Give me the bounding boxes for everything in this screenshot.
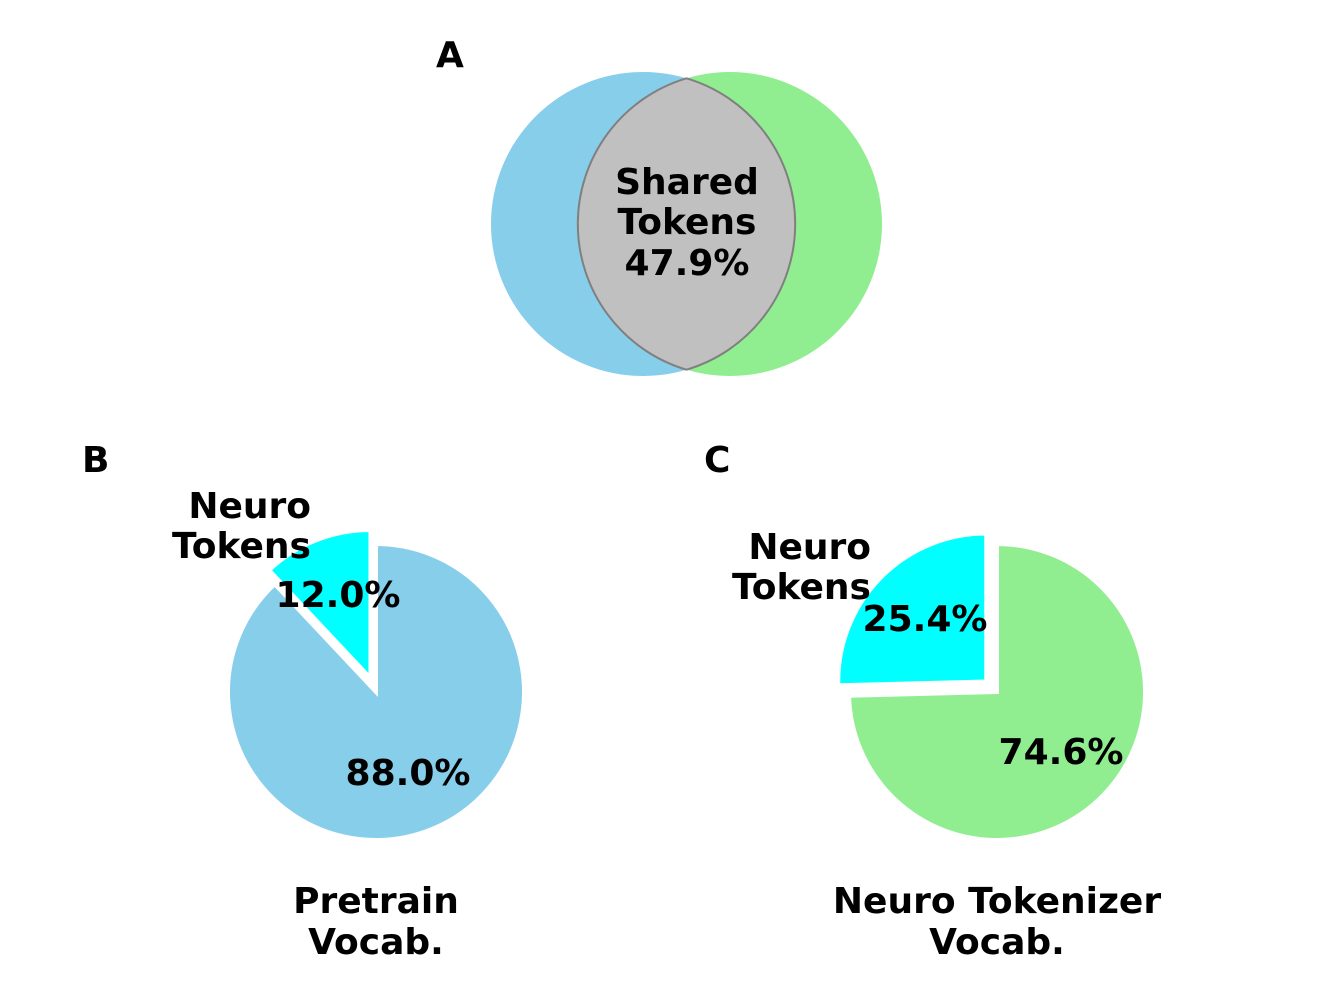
pie-c-title-line-2: Vocab. <box>929 922 1065 963</box>
pie-c-neuro-label-line-2: Tokens <box>732 567 871 608</box>
pie-b-slice-neuro-tokens <box>266 528 373 684</box>
pie-c-main-pct-label: 74.6% <box>999 732 1124 773</box>
panel-letter-b: B <box>82 440 109 481</box>
venn-intersection-label-line-1: Shared <box>615 162 759 203</box>
pie-b-neuro-label-line-1: Neuro <box>188 486 311 527</box>
pie-c-neuro-label-line-1: Neuro <box>748 527 871 568</box>
pie-c-slice-main <box>846 541 1147 842</box>
pie-panel-c: C Neuro Tokens 25.4% 74.6% Neuro Tokeniz… <box>704 440 1161 963</box>
venn-intersection <box>576 77 797 371</box>
pie-c-slice-neuro-tokens <box>836 531 989 688</box>
pie-b-title-line-2: Vocab. <box>308 922 444 963</box>
panel-letter-a: A <box>436 35 464 76</box>
venn-intersection-label-line-3: 47.9% <box>625 243 750 284</box>
pie-b-neuro-label-line-2: Tokens <box>172 526 311 567</box>
pie-b-title-line-1: Pretrain <box>293 881 459 922</box>
venn-intersection-label-line-2: Tokens <box>618 202 757 243</box>
pie-panel-b: B Neuro Tokens 12.0% 88.0% Pretrain Voca… <box>82 440 526 963</box>
pie-c-title-line-1: Neuro Tokenizer <box>833 881 1161 922</box>
pie-c-neuro-pct-label: 25.4% <box>863 599 988 640</box>
pie-b-main-pct-label: 88.0% <box>346 753 471 794</box>
panel-letter-c: C <box>704 440 730 481</box>
venn-panel-a: A Shared Tokens 47.9% <box>436 35 882 376</box>
pie-b-neuro-pct-label: 12.0% <box>276 575 401 616</box>
pie-b-slice-main <box>226 541 526 842</box>
